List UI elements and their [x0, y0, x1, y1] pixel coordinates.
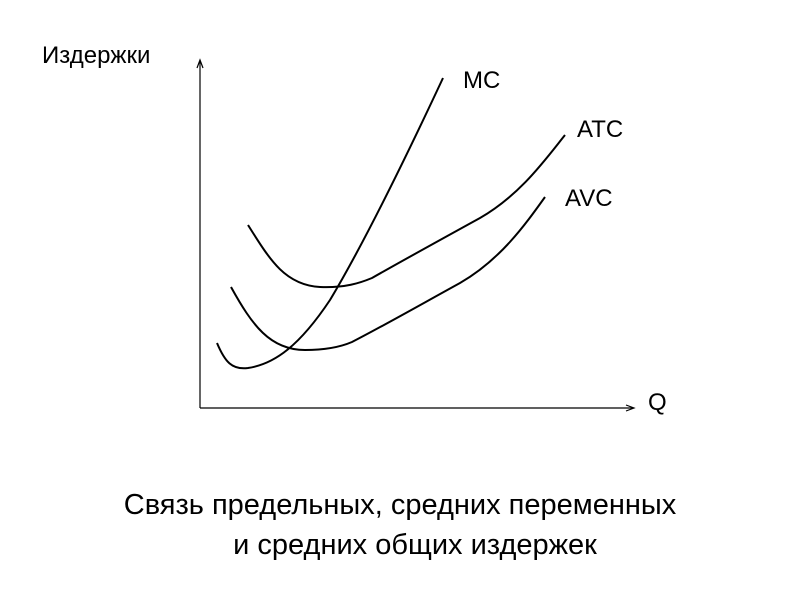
- x-axis-arrow: [625, 404, 636, 412]
- atc-curve: [247, 134, 566, 289]
- caption: и средних общих издержек: [233, 529, 597, 561]
- x-axis-label: Q: [648, 389, 667, 416]
- y-axis-label: Издержки: [42, 42, 150, 69]
- curve-label: MC: [463, 67, 500, 94]
- curve-label: AVC: [565, 185, 613, 212]
- mc-curve: [216, 77, 444, 370]
- curve-label: ATC: [577, 116, 623, 143]
- caption: Связь предельных, средних переменных: [124, 489, 677, 521]
- avc-curve: [230, 196, 546, 352]
- y-axis-arrow: [196, 58, 204, 69]
